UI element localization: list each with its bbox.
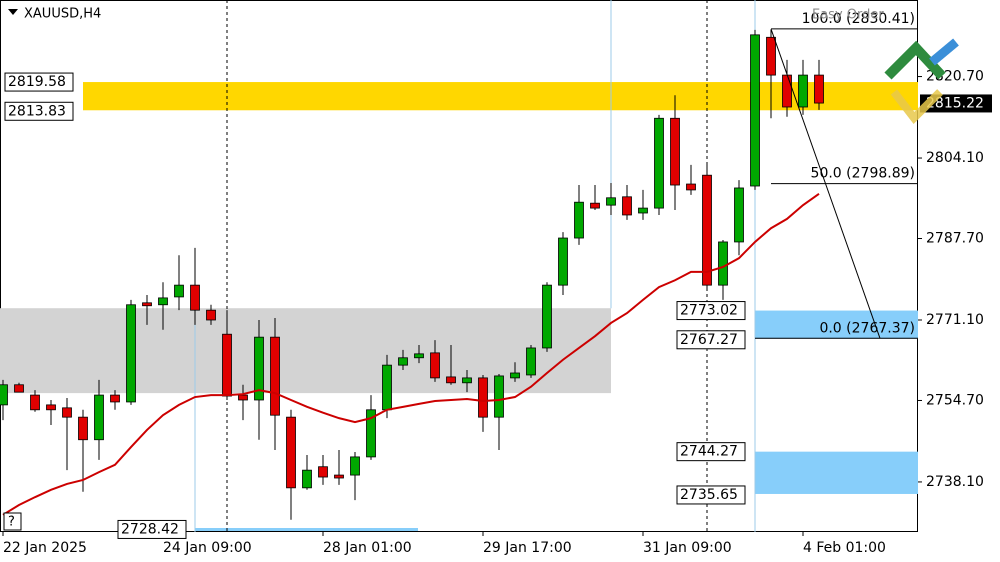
y-tick-label: 2738.10 <box>926 474 984 490</box>
candle-body <box>238 394 248 401</box>
price-label: 2773.02 <box>680 303 738 319</box>
price-box <box>676 301 746 321</box>
y-tick-label: 2804.10 <box>926 150 984 166</box>
candle-body <box>798 74 808 108</box>
blue-zone <box>755 310 918 339</box>
candle-body <box>366 409 376 458</box>
yellow-zone <box>83 82 918 111</box>
candle-body <box>110 394 120 403</box>
watermark: Easy Order <box>812 8 884 23</box>
candle-body <box>542 284 552 349</box>
x-tick-label: 28 Jan 01:00 <box>323 540 412 556</box>
candle-body <box>190 284 200 311</box>
x-tick-label: 22 Jan 2025 <box>3 540 87 556</box>
candle-body <box>558 237 568 286</box>
candle-body <box>414 353 424 359</box>
price-box <box>676 330 746 350</box>
y-tick-label: 2787.70 <box>926 231 984 247</box>
candle-body <box>174 284 184 298</box>
candle-body <box>574 201 584 239</box>
logo-green <box>884 40 946 80</box>
help[interactable]: ? <box>8 515 15 530</box>
x-tick-label: 31 Jan 09:00 <box>643 540 732 556</box>
candle-body <box>638 207 648 214</box>
chart-title: XAUUSD,H4 <box>24 7 101 22</box>
candle-body <box>430 352 440 379</box>
candle-body <box>382 364 392 411</box>
blue-zone <box>755 451 918 494</box>
help-box[interactable] <box>3 512 22 531</box>
candle-body <box>398 357 408 366</box>
candle-body <box>350 456 360 476</box>
candle-body <box>158 297 168 306</box>
price-box <box>117 519 187 539</box>
candle-body <box>782 74 792 108</box>
price-box <box>676 442 746 462</box>
candle-body <box>14 384 24 393</box>
y-tick-label: 2754.70 <box>926 392 984 408</box>
gray-zone <box>0 308 611 394</box>
candle-body <box>766 36 776 76</box>
y-tick-label: 2771.10 <box>926 312 984 328</box>
candle-body <box>222 333 232 397</box>
candle-body <box>590 202 600 209</box>
candle-body <box>0 384 8 406</box>
candle-body <box>750 34 760 187</box>
candle-body <box>254 336 264 401</box>
candle-body <box>302 469 312 489</box>
candle-body <box>494 375 504 418</box>
candle-body <box>510 372 520 379</box>
price-label: 2767.27 <box>680 332 738 348</box>
fib-label: 100.0 (2830.41) <box>802 11 915 27</box>
candle-body <box>62 407 72 418</box>
candle-body <box>334 474 344 479</box>
price-label: 2744.27 <box>680 444 738 460</box>
logo-blue <box>929 38 959 66</box>
price-label: 2728.42 <box>121 521 179 537</box>
candle-body <box>478 377 488 418</box>
candle-body <box>526 347 536 376</box>
candle-body <box>94 394 104 441</box>
candle-body <box>126 304 136 403</box>
menu-arrow[interactable] <box>8 9 18 15</box>
current-price-label: 2815.22 <box>926 95 984 111</box>
candle-body <box>318 466 328 478</box>
price-box <box>4 101 74 121</box>
candle-body <box>622 196 632 216</box>
fib-label: 50.0 (2798.89) <box>811 166 915 182</box>
fib-label: 0.0 (2767.37) <box>819 320 915 336</box>
price-label: 2819.58 <box>8 74 66 90</box>
moving-average <box>2 193 820 516</box>
candle-body <box>654 117 664 209</box>
candle-body <box>606 197 616 206</box>
price-box <box>4 72 74 92</box>
x-tick-label: 24 Jan 09:00 <box>163 540 252 556</box>
candle-body <box>718 241 728 286</box>
x-tick-label: 29 Jan 17:00 <box>483 540 572 556</box>
candle-body <box>46 404 56 411</box>
candle-body <box>270 336 280 416</box>
candle-body <box>78 416 88 441</box>
candle-body <box>462 377 472 384</box>
logo <box>884 38 959 125</box>
candle-body <box>142 302 152 307</box>
logo-yellow <box>890 89 943 125</box>
candle-body <box>446 376 456 384</box>
price-label: 2735.65 <box>680 487 738 503</box>
candle-body <box>702 174 712 286</box>
candle-body <box>670 117 680 186</box>
price-label: 2813.83 <box>8 103 66 119</box>
candle-body <box>734 187 744 243</box>
price-box <box>676 485 746 505</box>
candle-body <box>206 309 216 321</box>
candle-body <box>30 394 40 411</box>
candle-body <box>814 74 824 104</box>
x-tick-label: 4 Feb 01:00 <box>803 540 886 556</box>
candle-body <box>686 183 696 191</box>
candle-body <box>286 416 296 489</box>
